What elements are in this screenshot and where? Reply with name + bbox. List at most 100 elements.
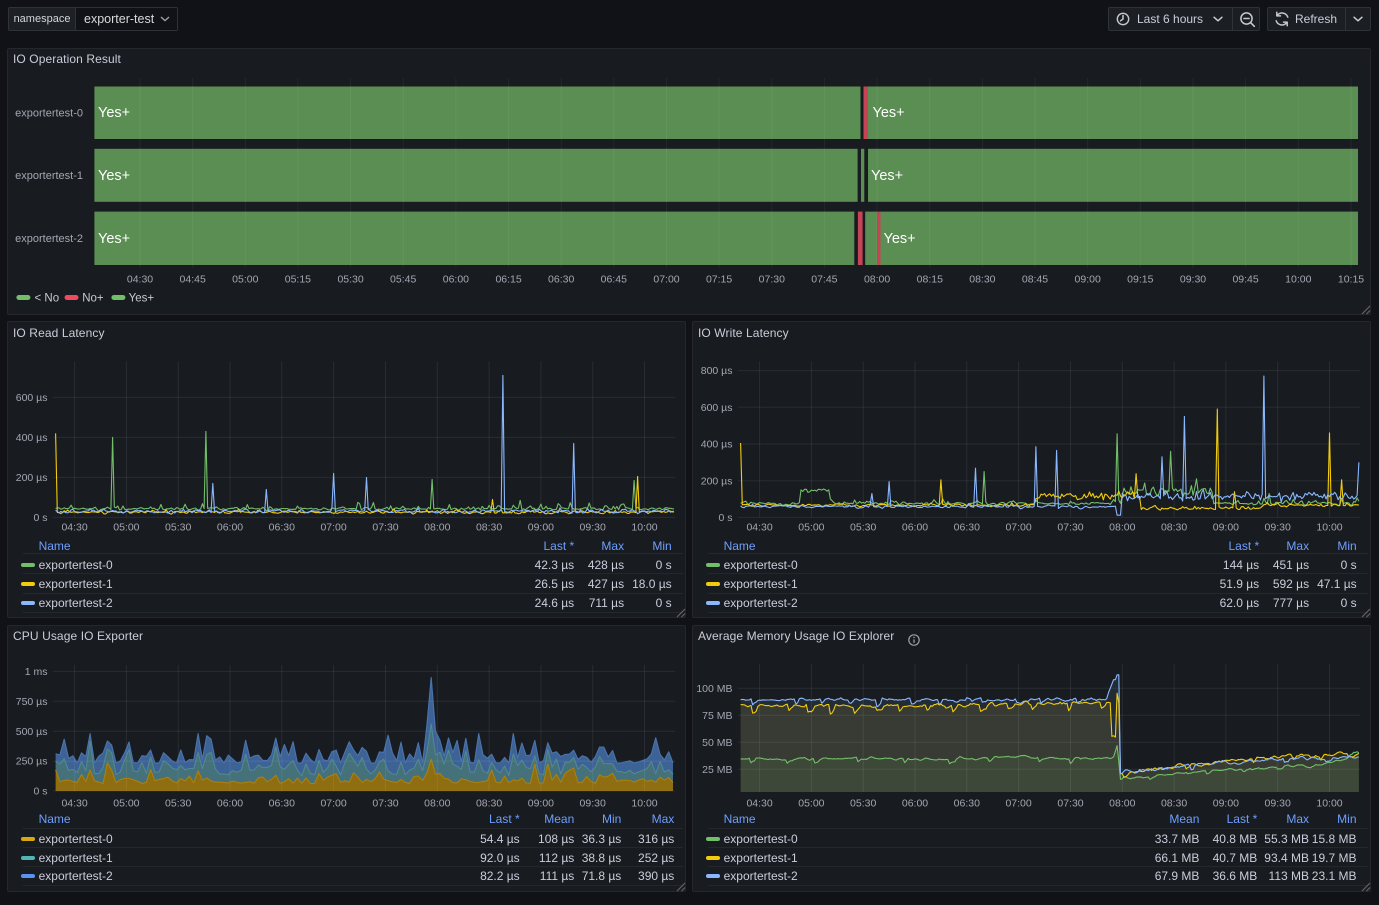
svg-text:05:00: 05:00 bbox=[798, 797, 824, 809]
svg-text:05:30: 05:30 bbox=[165, 797, 191, 809]
svg-text:08:00: 08:00 bbox=[424, 797, 450, 809]
svg-text:400 µs: 400 µs bbox=[701, 439, 733, 451]
svg-text:< No: < No bbox=[35, 292, 60, 304]
svg-text:06:15: 06:15 bbox=[495, 273, 521, 285]
svg-text:Yes+: Yes+ bbox=[873, 105, 905, 121]
svg-text:09:00: 09:00 bbox=[528, 797, 554, 809]
svg-text:08:30: 08:30 bbox=[1161, 522, 1187, 534]
svg-text:06:00: 06:00 bbox=[443, 273, 469, 285]
svg-text:750 µs: 750 µs bbox=[16, 695, 48, 707]
svg-text:10:15: 10:15 bbox=[1338, 273, 1364, 285]
svg-text:08:45: 08:45 bbox=[1022, 273, 1048, 285]
svg-text:05:30: 05:30 bbox=[165, 522, 191, 534]
svg-text:05:15: 05:15 bbox=[285, 273, 311, 285]
svg-text:07:30: 07:30 bbox=[759, 273, 785, 285]
svg-text:exportertest-1: exportertest-1 bbox=[15, 169, 83, 181]
svg-text:exportertest-0: exportertest-0 bbox=[15, 107, 83, 119]
svg-text:100 MB: 100 MB bbox=[696, 682, 732, 694]
svg-text:04:30: 04:30 bbox=[746, 797, 772, 809]
svg-text:07:30: 07:30 bbox=[1057, 522, 1083, 534]
svg-text:05:30: 05:30 bbox=[337, 273, 363, 285]
svg-text:05:00: 05:00 bbox=[232, 273, 258, 285]
svg-text:50 MB: 50 MB bbox=[702, 736, 732, 748]
svg-text:04:45: 04:45 bbox=[180, 273, 206, 285]
svg-text:05:30: 05:30 bbox=[850, 797, 876, 809]
svg-text:07:00: 07:00 bbox=[653, 273, 679, 285]
svg-text:600 µs: 600 µs bbox=[701, 402, 733, 414]
svg-text:07:00: 07:00 bbox=[320, 797, 346, 809]
svg-text:Yes+: Yes+ bbox=[871, 167, 903, 183]
svg-text:07:45: 07:45 bbox=[811, 273, 837, 285]
svg-text:06:00: 06:00 bbox=[902, 522, 928, 534]
svg-text:0 s: 0 s bbox=[33, 512, 47, 524]
svg-text:No+: No+ bbox=[82, 292, 104, 304]
svg-text:10:00: 10:00 bbox=[631, 797, 657, 809]
svg-text:09:00: 09:00 bbox=[528, 522, 554, 534]
svg-text:0 s: 0 s bbox=[718, 512, 732, 524]
svg-text:Yes+: Yes+ bbox=[129, 292, 155, 304]
svg-text:07:15: 07:15 bbox=[706, 273, 732, 285]
svg-text:250 µs: 250 µs bbox=[16, 755, 48, 767]
svg-text:07:00: 07:00 bbox=[320, 522, 346, 534]
svg-text:04:30: 04:30 bbox=[746, 522, 772, 534]
svg-text:08:30: 08:30 bbox=[476, 797, 502, 809]
svg-text:200 µs: 200 µs bbox=[701, 475, 733, 487]
svg-text:06:45: 06:45 bbox=[601, 273, 627, 285]
svg-text:800 µs: 800 µs bbox=[701, 365, 733, 377]
svg-text:09:30: 09:30 bbox=[1180, 273, 1206, 285]
svg-text:10:00: 10:00 bbox=[1316, 797, 1342, 809]
svg-text:08:30: 08:30 bbox=[476, 522, 502, 534]
svg-text:05:30: 05:30 bbox=[850, 522, 876, 534]
svg-text:05:00: 05:00 bbox=[113, 522, 139, 534]
svg-text:75 MB: 75 MB bbox=[702, 709, 732, 721]
svg-text:10:00: 10:00 bbox=[631, 522, 657, 534]
svg-text:1 ms: 1 ms bbox=[25, 666, 48, 678]
svg-text:09:15: 09:15 bbox=[1127, 273, 1153, 285]
svg-text:07:00: 07:00 bbox=[1005, 522, 1031, 534]
svg-text:04:30: 04:30 bbox=[127, 273, 153, 285]
svg-text:10:00: 10:00 bbox=[1316, 522, 1342, 534]
svg-text:500 µs: 500 µs bbox=[16, 725, 48, 737]
svg-text:09:00: 09:00 bbox=[1075, 273, 1101, 285]
svg-text:06:30: 06:30 bbox=[269, 797, 295, 809]
svg-text:09:30: 09:30 bbox=[1265, 797, 1291, 809]
svg-text:09:45: 09:45 bbox=[1232, 273, 1258, 285]
svg-text:exportertest-2: exportertest-2 bbox=[15, 232, 83, 244]
svg-text:09:00: 09:00 bbox=[1213, 797, 1239, 809]
svg-text:Yes+: Yes+ bbox=[98, 105, 130, 121]
svg-text:400 µs: 400 µs bbox=[16, 432, 48, 444]
svg-text:07:00: 07:00 bbox=[1005, 797, 1031, 809]
svg-text:08:00: 08:00 bbox=[1109, 797, 1135, 809]
svg-text:04:30: 04:30 bbox=[61, 797, 87, 809]
svg-text:06:30: 06:30 bbox=[954, 797, 980, 809]
svg-text:06:00: 06:00 bbox=[217, 797, 243, 809]
svg-text:08:15: 08:15 bbox=[917, 273, 943, 285]
svg-text:09:30: 09:30 bbox=[580, 797, 606, 809]
svg-text:05:00: 05:00 bbox=[798, 522, 824, 534]
svg-text:08:30: 08:30 bbox=[1161, 797, 1187, 809]
svg-text:Yes+: Yes+ bbox=[98, 230, 130, 246]
svg-text:08:00: 08:00 bbox=[864, 273, 890, 285]
svg-text:07:30: 07:30 bbox=[372, 522, 398, 534]
svg-text:06:30: 06:30 bbox=[548, 273, 574, 285]
svg-text:04:30: 04:30 bbox=[61, 522, 87, 534]
svg-text:Yes+: Yes+ bbox=[98, 167, 130, 183]
svg-text:25 MB: 25 MB bbox=[702, 763, 732, 775]
svg-text:600 µs: 600 µs bbox=[16, 392, 48, 404]
svg-text:0 s: 0 s bbox=[33, 785, 47, 797]
svg-text:09:30: 09:30 bbox=[580, 522, 606, 534]
svg-text:09:00: 09:00 bbox=[1213, 522, 1239, 534]
svg-text:10:00: 10:00 bbox=[1285, 273, 1311, 285]
svg-text:08:00: 08:00 bbox=[1109, 522, 1135, 534]
svg-text:06:00: 06:00 bbox=[902, 797, 928, 809]
svg-text:07:30: 07:30 bbox=[372, 797, 398, 809]
svg-text:06:30: 06:30 bbox=[954, 522, 980, 534]
svg-text:200 µs: 200 µs bbox=[16, 472, 48, 484]
svg-text:08:00: 08:00 bbox=[424, 522, 450, 534]
svg-text:05:00: 05:00 bbox=[113, 797, 139, 809]
svg-text:09:30: 09:30 bbox=[1265, 522, 1291, 534]
svg-text:06:30: 06:30 bbox=[269, 522, 295, 534]
svg-text:06:00: 06:00 bbox=[217, 522, 243, 534]
svg-text:07:30: 07:30 bbox=[1057, 797, 1083, 809]
svg-text:05:45: 05:45 bbox=[390, 273, 416, 285]
